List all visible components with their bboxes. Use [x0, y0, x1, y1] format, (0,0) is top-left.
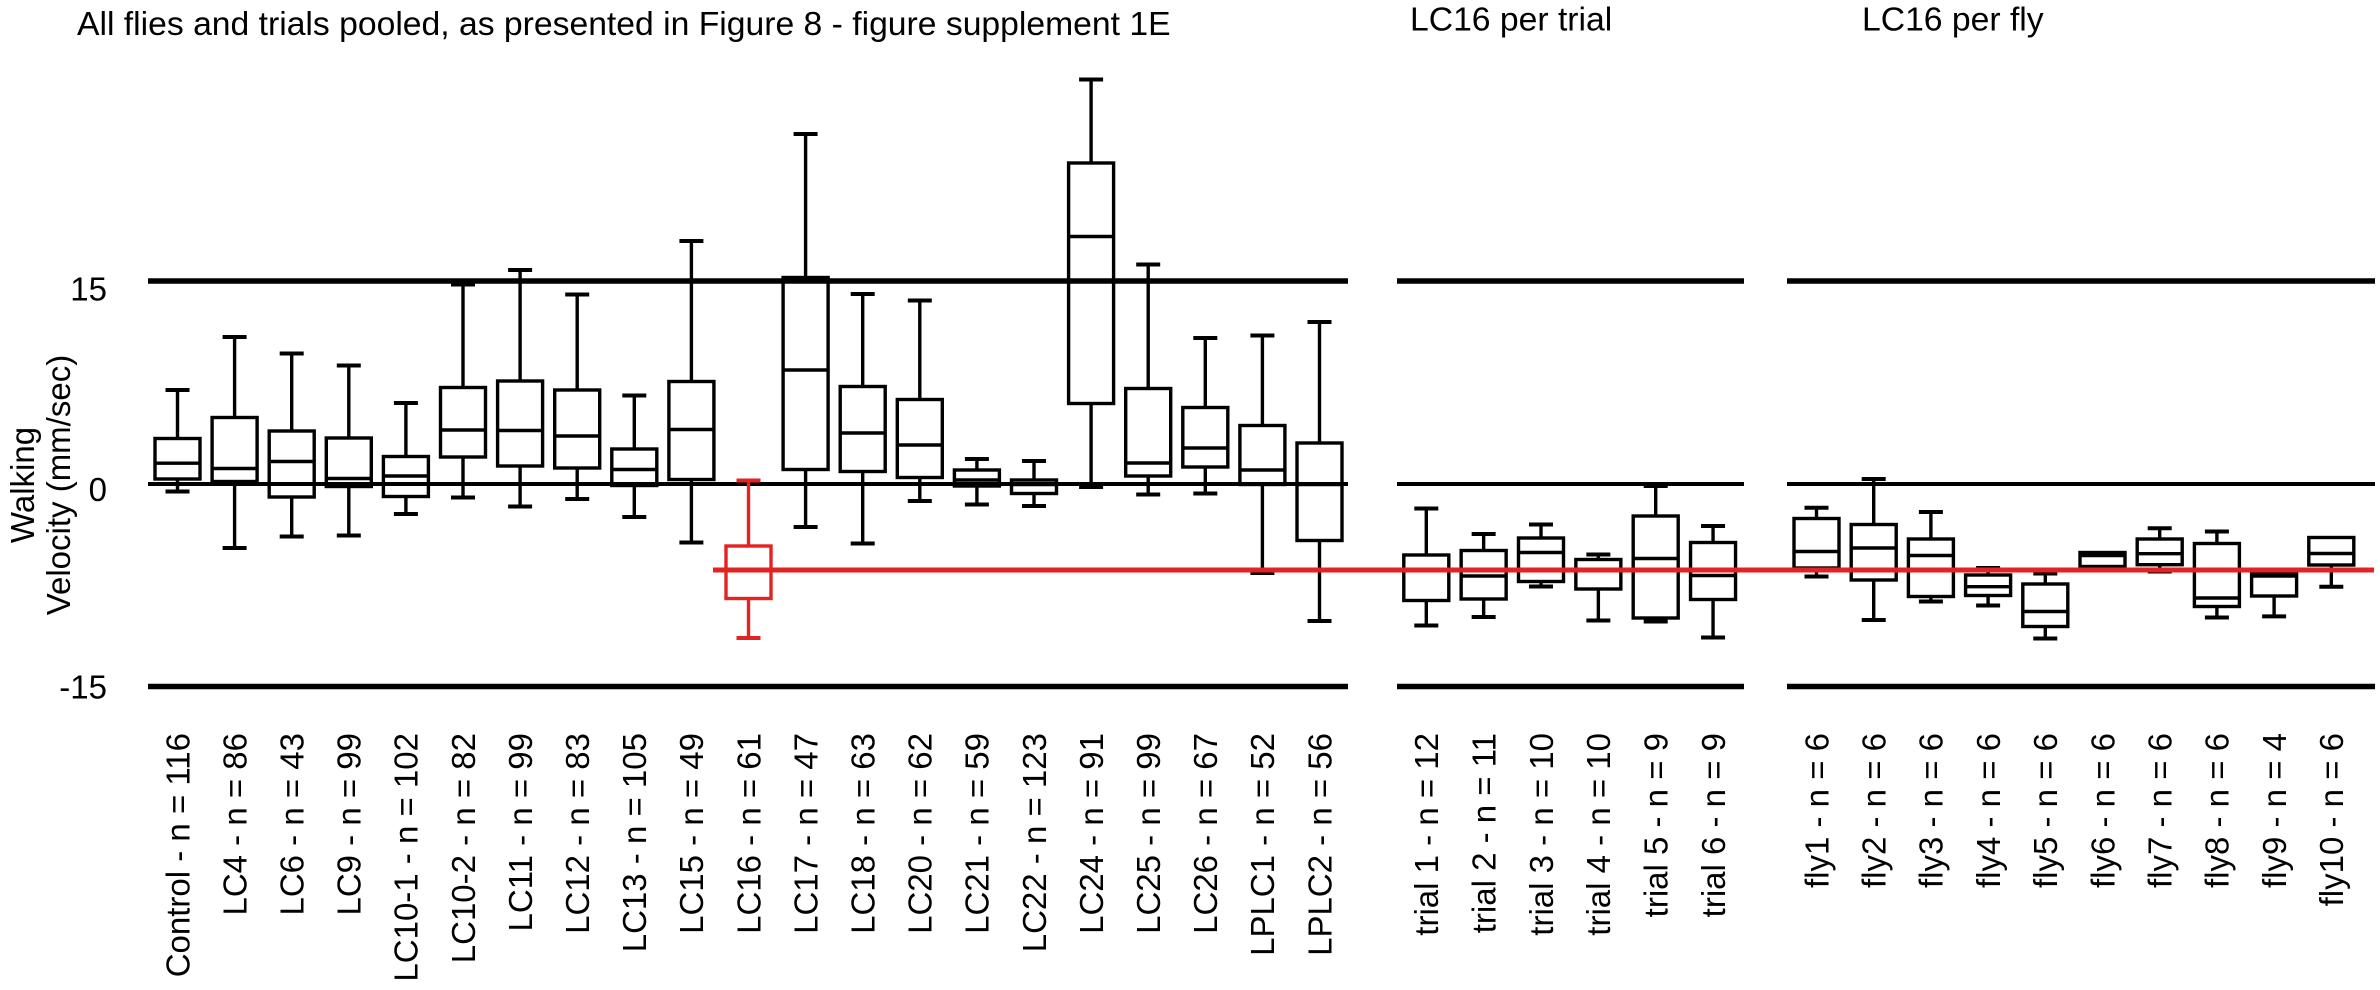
svg-text:LC22 - n = 123: LC22 - n = 123 [1016, 733, 1053, 952]
svg-text:LPLC2 - n = 56: LPLC2 - n = 56 [1301, 733, 1338, 956]
svg-text:LC6 - n = 43: LC6 - n = 43 [274, 733, 311, 916]
svg-text:fly6 - n = 6: fly6 - n = 6 [2084, 733, 2121, 888]
svg-text:fly5 - n = 6: fly5 - n = 6 [2027, 733, 2064, 888]
svg-text:fly10 - n = 6: fly10 - n = 6 [2313, 733, 2350, 906]
svg-text:LC13 - n = 105: LC13 - n = 105 [616, 733, 653, 952]
svg-text:Control - n = 116: Control - n = 116 [159, 733, 196, 977]
svg-text:LC10-1 - n = 102: LC10-1 - n = 102 [388, 733, 425, 982]
svg-text:Walking: Walking [4, 427, 41, 543]
svg-text:LC15 - n = 49: LC15 - n = 49 [673, 733, 710, 934]
svg-text:All flies and trials pooled, a: All flies and trials pooled, as presente… [77, 5, 1171, 43]
svg-text:trial 3 - n = 10: trial 3 - n = 10 [1523, 733, 1560, 936]
svg-text:LC25 - n = 99: LC25 - n = 99 [1130, 733, 1167, 934]
svg-text:trial 2 - n = 11: trial 2 - n = 11 [1465, 733, 1502, 933]
svg-text:Velocity (mm/sec): Velocity (mm/sec) [40, 355, 77, 615]
svg-text:LC20 - n = 62: LC20 - n = 62 [902, 733, 939, 934]
svg-text:LC24 - n = 91: LC24 - n = 91 [1073, 733, 1110, 934]
svg-text:15: 15 [70, 271, 107, 308]
svg-text:fly9 - n = 4: fly9 - n = 4 [2256, 733, 2293, 888]
svg-text:fly7 - n = 6: fly7 - n = 6 [2142, 733, 2179, 888]
svg-text:LC11 - n = 99: LC11 - n = 99 [502, 733, 539, 931]
svg-text:fly4 - n = 6: fly4 - n = 6 [1970, 733, 2007, 888]
svg-text:LC4 - n = 86: LC4 - n = 86 [216, 733, 253, 916]
svg-text:fly1 - n = 6: fly1 - n = 6 [1798, 733, 1835, 888]
svg-text:LC16 per trial: LC16 per trial [1410, 1, 1612, 39]
svg-text:trial 6 - n = 9: trial 6 - n = 9 [1695, 733, 1732, 917]
svg-text:trial 1 - n = 12: trial 1 - n = 12 [1408, 733, 1445, 936]
svg-text:trial 4 - n = 10: trial 4 - n = 10 [1580, 733, 1617, 936]
svg-text:fly2 - n = 6: fly2 - n = 6 [1856, 733, 1893, 888]
svg-text:LC26 - n = 67: LC26 - n = 67 [1187, 733, 1224, 934]
svg-text:LC17 - n = 47: LC17 - n = 47 [787, 733, 824, 934]
svg-text:-15: -15 [59, 669, 107, 706]
svg-text:0: 0 [89, 471, 107, 508]
svg-text:LC21 - n = 59: LC21 - n = 59 [959, 733, 996, 934]
svg-text:LC16 - n = 61: LC16 - n = 61 [730, 733, 767, 934]
svg-text:LPLC1 - n = 52: LPLC1 - n = 52 [1244, 733, 1281, 956]
svg-text:trial 5 - n = 9: trial 5 - n = 9 [1638, 733, 1675, 917]
svg-text:LC16 per fly: LC16 per fly [1862, 1, 2044, 39]
svg-text:fly3 - n = 6: fly3 - n = 6 [1913, 733, 1950, 888]
svg-text:fly8 - n = 6: fly8 - n = 6 [2199, 733, 2236, 888]
svg-text:LC9 - n = 99: LC9 - n = 99 [331, 733, 368, 916]
svg-text:LC12 - n = 83: LC12 - n = 83 [559, 733, 596, 934]
svg-text:LC10-2 - n = 82: LC10-2 - n = 82 [445, 733, 482, 963]
svg-text:LC18 - n = 63: LC18 - n = 63 [845, 733, 882, 934]
